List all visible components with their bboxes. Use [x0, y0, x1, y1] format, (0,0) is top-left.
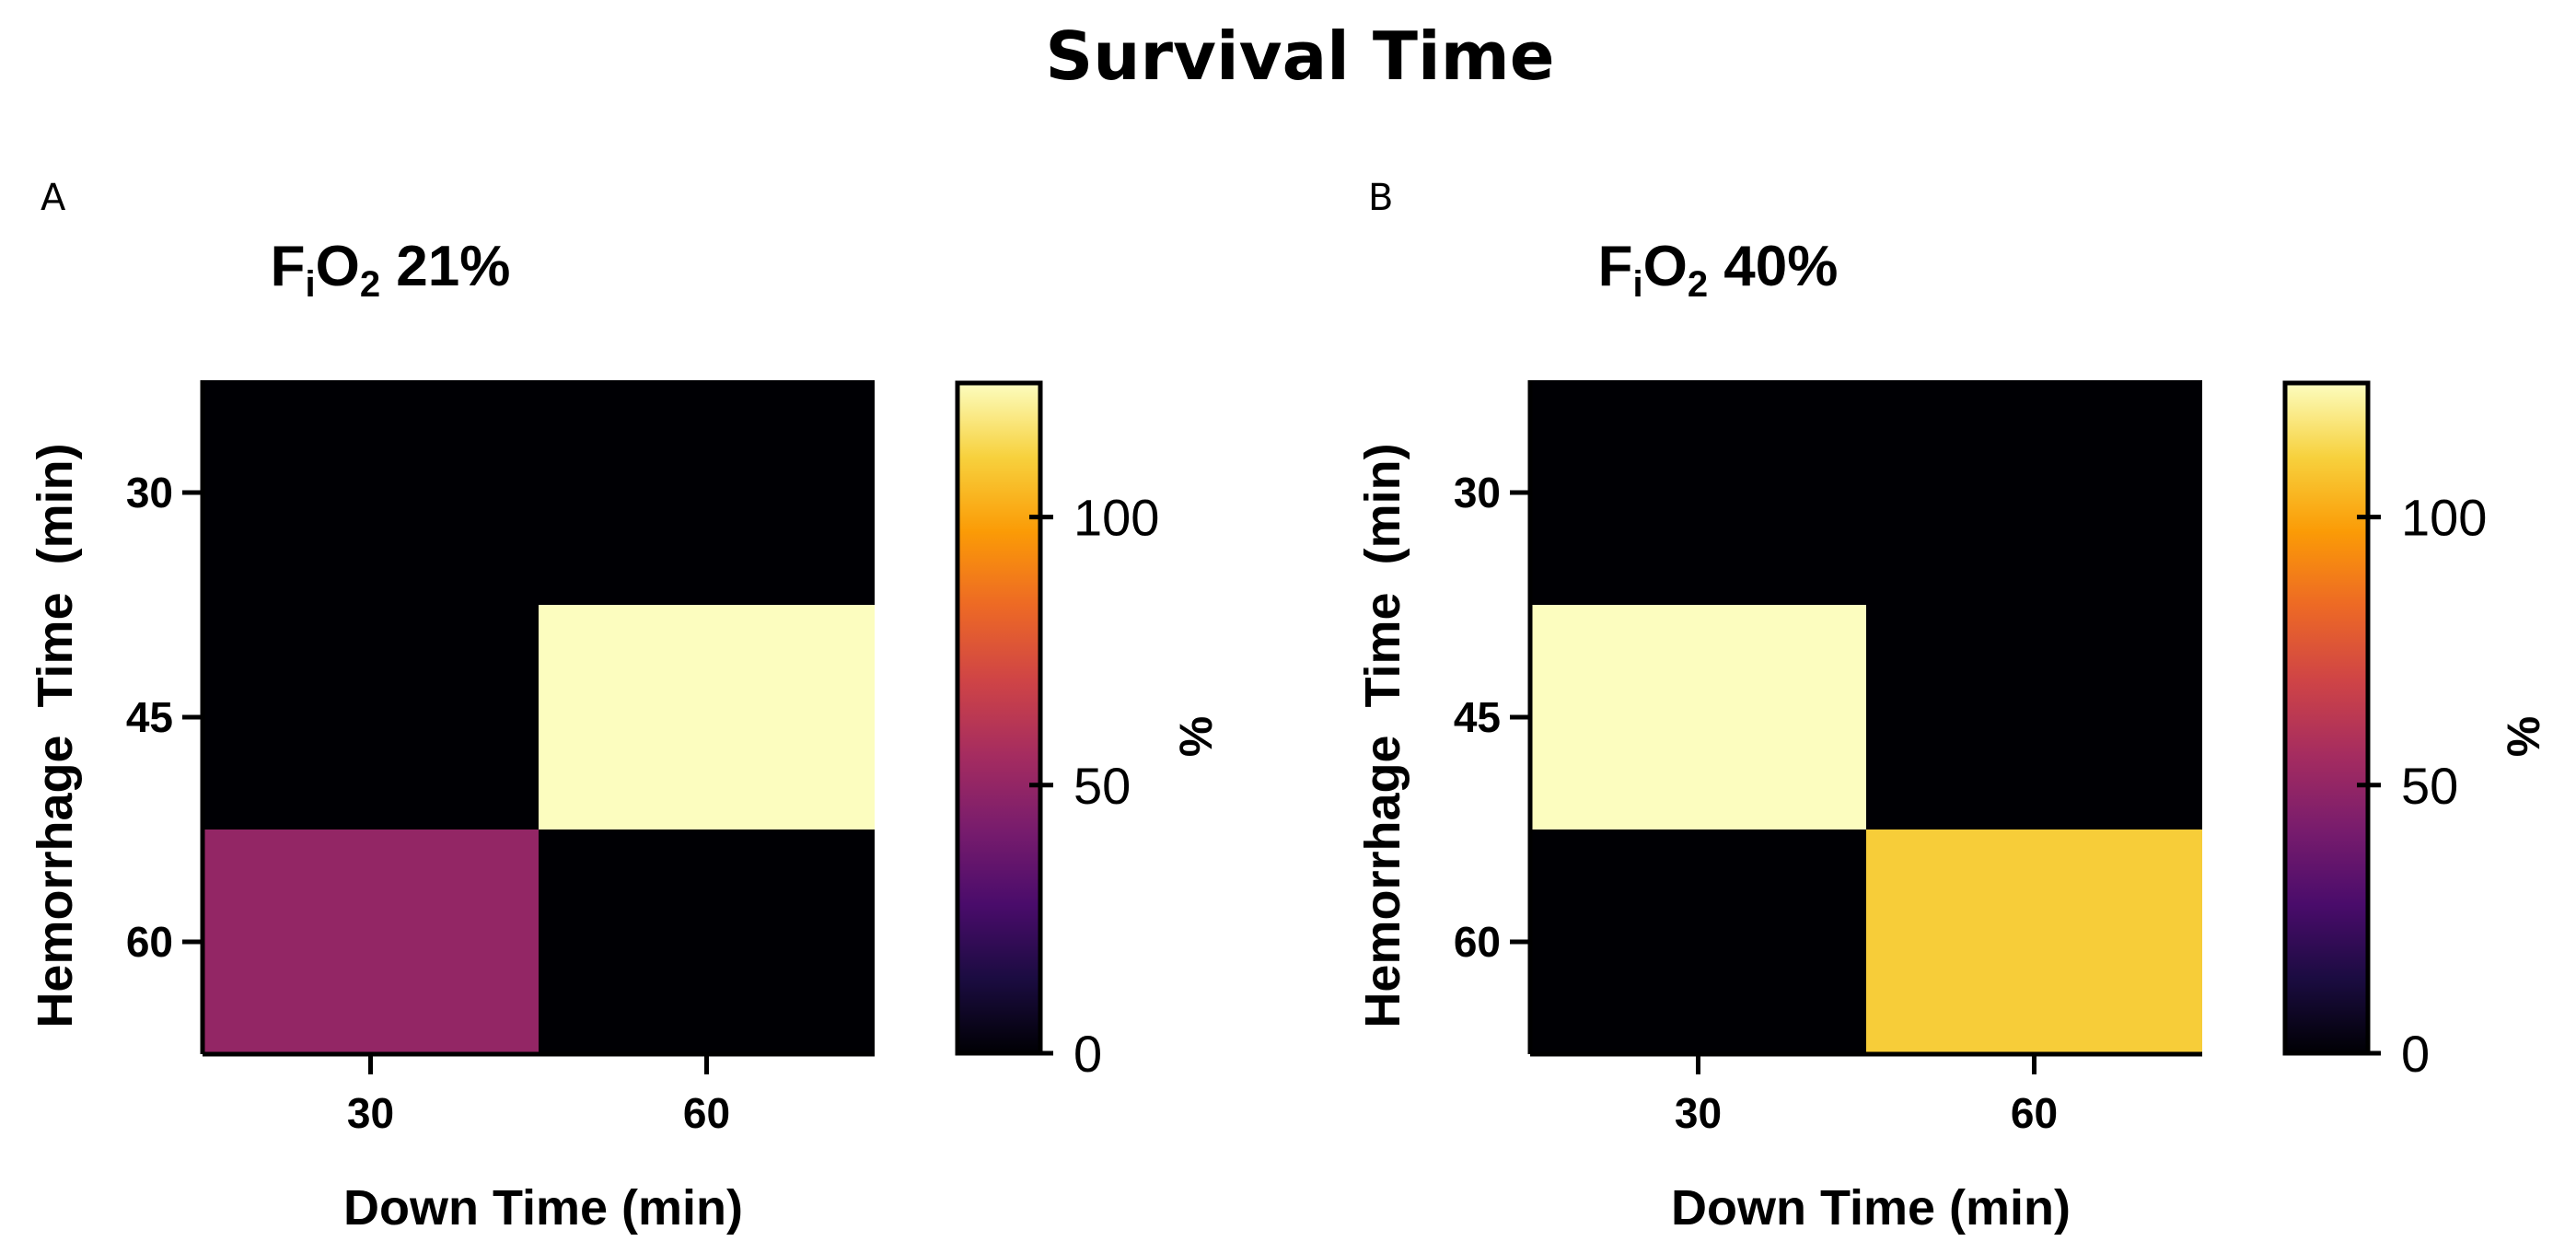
- colorbar: [955, 380, 1043, 1056]
- y-tick-label: 45: [126, 693, 173, 741]
- colorbar-tick-label: 50: [1073, 757, 1131, 815]
- x-tick-label: 30: [1675, 1089, 1722, 1137]
- heatmap-cell: [1866, 830, 2202, 1054]
- y-axis-label: Hemorrhage Time (min): [28, 443, 83, 1027]
- x-tick-label: 60: [2011, 1089, 2058, 1137]
- title-text: F: [1598, 235, 1633, 298]
- panel-a: A FiO2 21% 30 45 60 30 60 Down Time (min) Hemorr…: [28, 177, 1222, 1236]
- colorbar: [2282, 380, 2371, 1056]
- colorbar-tick-label: 0: [1073, 1025, 1102, 1083]
- title-subscript: i: [305, 264, 315, 305]
- colorbar-tick-label: 100: [1073, 489, 1159, 547]
- heatmap-cell: [203, 830, 539, 1054]
- panel-letter: A: [41, 177, 66, 219]
- heatmap-cell: [1866, 380, 2202, 605]
- panel-title: FiO2 40%: [1598, 235, 1839, 305]
- colorbar-tick-label: 100: [2401, 489, 2487, 547]
- colorbar-tick-label: 50: [2401, 757, 2458, 815]
- x-tick-label: 30: [347, 1089, 394, 1137]
- title-subscript: i: [1632, 264, 1642, 305]
- panel-title: FiO2 21%: [271, 235, 511, 305]
- y-tick-label: 30: [1454, 469, 1501, 516]
- y-tick-label: 60: [126, 918, 173, 966]
- figure-title: Survival Time: [1045, 17, 1554, 95]
- colorbar-label: %: [1170, 716, 1222, 757]
- title-text: F: [271, 235, 306, 298]
- heatmap-cell: [539, 380, 875, 605]
- heatmap-cell: [539, 830, 875, 1054]
- title-subscript: 2: [1688, 264, 1708, 305]
- title-text: O: [1643, 235, 1688, 298]
- title-text: 40%: [1708, 235, 1838, 298]
- x-axis-label: Down Time (min): [1671, 1180, 2071, 1236]
- colorbar-tick-label: 0: [2401, 1025, 2430, 1083]
- x-axis-label: Down Time (min): [343, 1180, 743, 1236]
- title-text: 21%: [380, 235, 510, 298]
- y-tick-label: 60: [1454, 918, 1501, 966]
- heatmap-cell: [1530, 605, 1866, 830]
- heatmap-cell: [203, 605, 539, 830]
- y-tick-label: 30: [126, 469, 173, 516]
- heatmap-cell: [1866, 605, 2202, 830]
- panel-b: B FiO2 40% 30 45 60 30 60 Down Time (min) Hemorr…: [1355, 177, 2549, 1236]
- panel-letter: B: [1368, 177, 1393, 219]
- title-text: O: [316, 235, 360, 298]
- y-axis-label: Hemorrhage Time (min): [1355, 443, 1410, 1027]
- heatmap-cell: [1530, 380, 1866, 605]
- title-subscript: 2: [360, 264, 380, 305]
- y-tick-label: 45: [1454, 693, 1501, 741]
- heatmap-cell: [539, 605, 875, 830]
- heatmap-cell: [203, 380, 539, 605]
- heatmap-cell: [1530, 830, 1866, 1054]
- x-tick-label: 60: [683, 1089, 730, 1137]
- colorbar-label: %: [2498, 716, 2549, 757]
